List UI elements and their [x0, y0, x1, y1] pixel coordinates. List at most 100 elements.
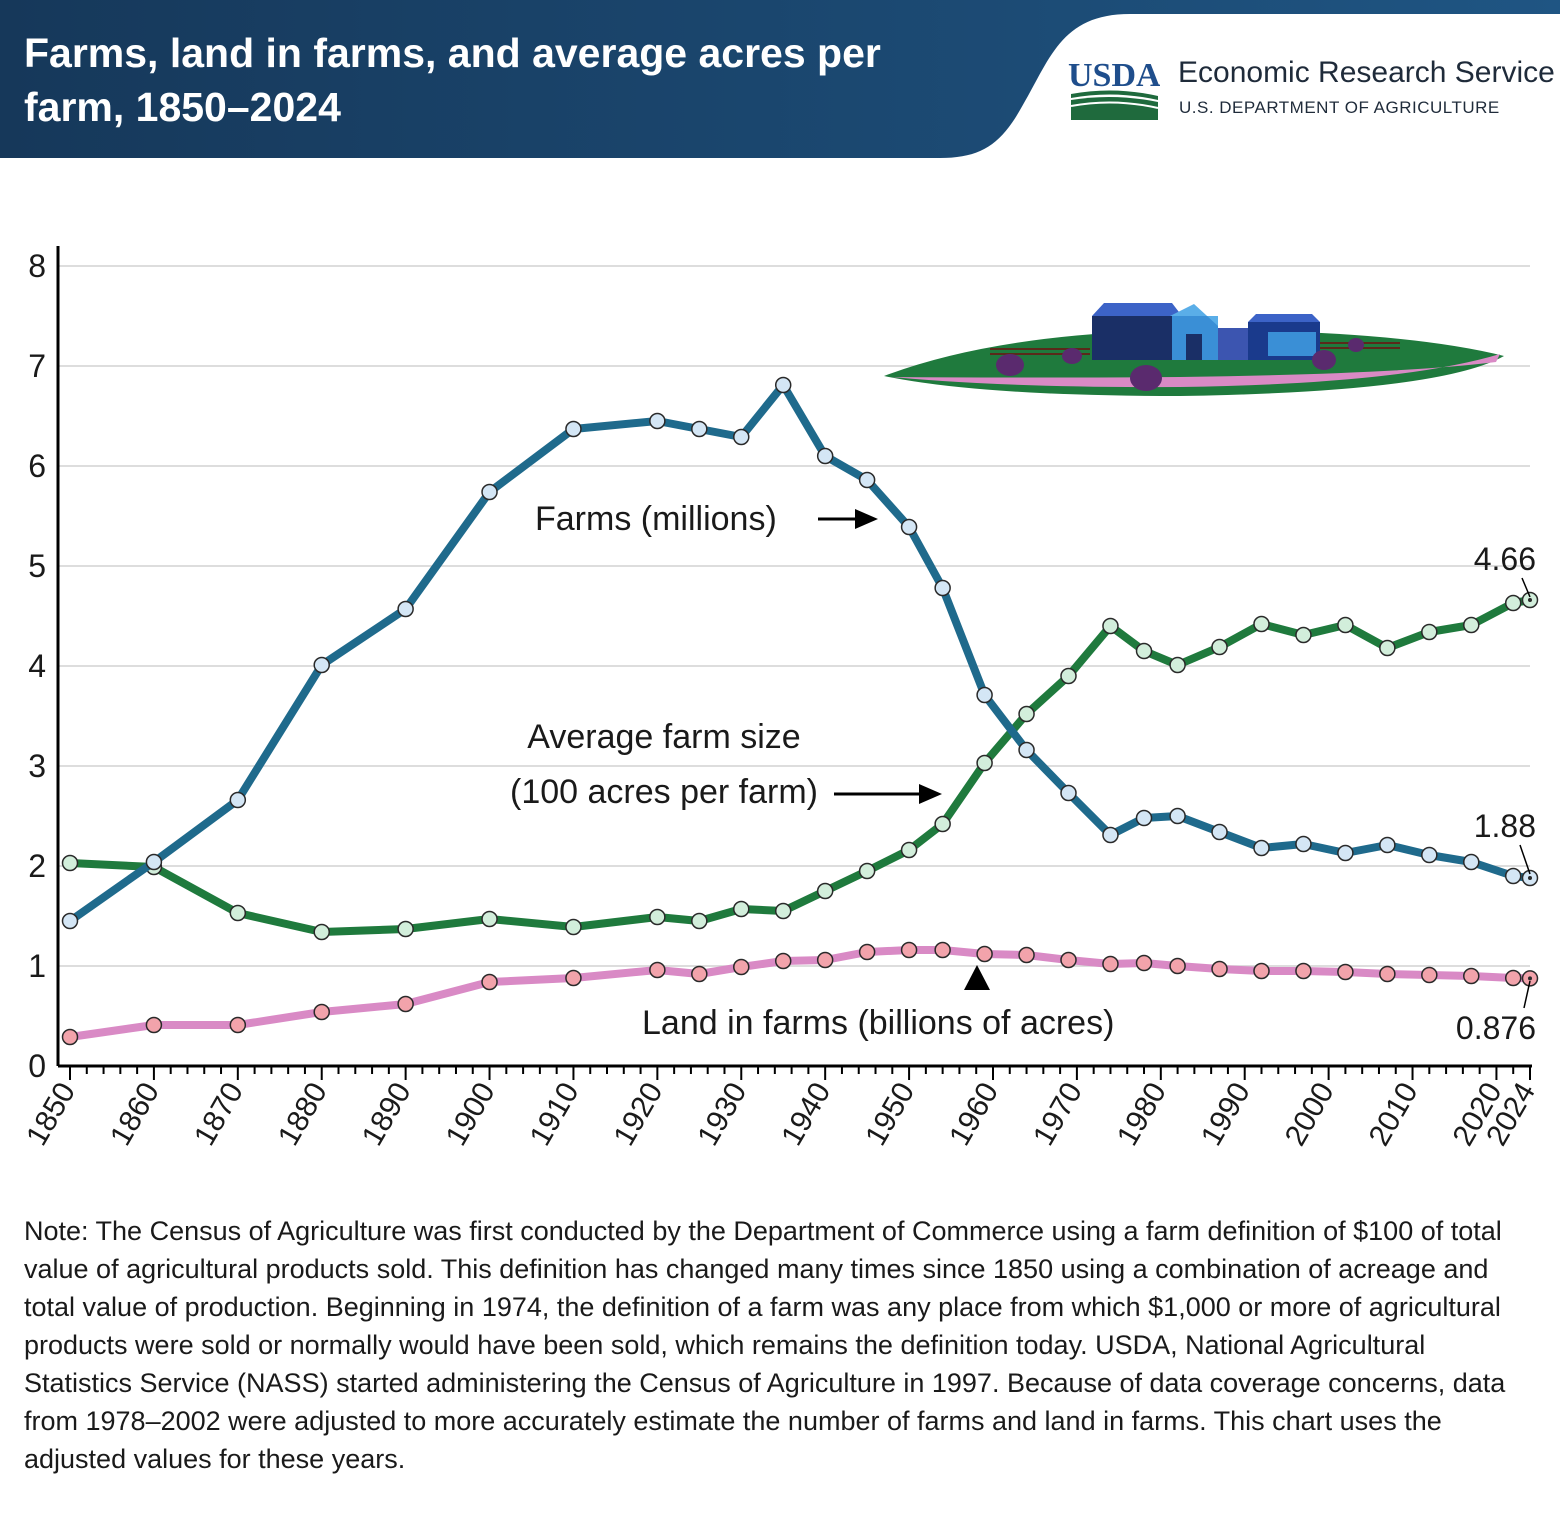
- data-point-land: [61, 1028, 79, 1046]
- data-point-avg-size: [1504, 594, 1522, 612]
- data-point-land: [1504, 969, 1522, 987]
- y-tick-label: 7: [28, 348, 46, 384]
- data-point-farms: [61, 912, 79, 930]
- line-chart: 0 1 2 3 4 5 6 7 8 1850 1860 1870 1880 1890 1900 1910 192…: [20, 246, 1542, 1151]
- data-point-land: [1169, 957, 1186, 975]
- data-point-land: [1337, 963, 1354, 981]
- data-point-avg-size: [691, 912, 708, 930]
- data-point-farms: [900, 518, 918, 536]
- data-point-avg-size: [1102, 617, 1119, 635]
- usda-ers-logo: USDA Economic Research Service U.S. DEPA…: [1068, 56, 1555, 128]
- data-point-land: [649, 961, 666, 979]
- y-tick-label: 5: [28, 548, 46, 584]
- data-point-land: [1102, 955, 1119, 973]
- data-point-land: [1211, 960, 1228, 978]
- data-point-farms: [934, 579, 951, 597]
- data-point-avg-size: [934, 815, 951, 833]
- data-point-avg-size: [313, 923, 330, 941]
- data-point-avg-size: [1379, 639, 1396, 657]
- end-label-farms: 1.88: [1474, 808, 1536, 844]
- data-point-farms: [1018, 741, 1035, 759]
- data-point-farms: [1135, 809, 1153, 827]
- avg-arrow: [834, 784, 942, 804]
- data-point-avg-size: [1135, 642, 1153, 660]
- x-tick-label: 1970: [1027, 1077, 1089, 1151]
- y-tick-label: 1: [28, 948, 46, 984]
- land-series-label: Land in farms (billions of acres): [642, 1004, 1114, 1042]
- data-point-avg-size: [774, 902, 792, 920]
- farms-arrow: [818, 509, 878, 529]
- data-point-farms: [1253, 839, 1270, 857]
- data-point-avg-size: [397, 920, 414, 938]
- data-point-avg-size: [816, 882, 834, 900]
- x-tick-label: 1980: [1111, 1077, 1173, 1151]
- logo-service-name: Economic Research Service: [1178, 56, 1555, 89]
- data-point-farms: [229, 791, 247, 809]
- series-layer: [61, 376, 1539, 1046]
- end-label-avg: 4.66: [1474, 541, 1536, 577]
- data-point-farms: [691, 420, 708, 438]
- data-point-avg-size: [229, 904, 247, 922]
- data-point-farms: [397, 600, 414, 618]
- data-point-farms: [1379, 836, 1396, 854]
- y-tick-label: 8: [28, 248, 46, 284]
- x-tick-label: 1900: [440, 1077, 502, 1151]
- y-tick-label: 2: [28, 848, 46, 884]
- data-point-avg-size: [1337, 616, 1354, 634]
- data-point-farms: [1295, 835, 1312, 853]
- data-point-farms: [1102, 826, 1119, 844]
- endpoint-dot-avg-size: [1528, 598, 1532, 602]
- farms-series-label: Farms (millions): [535, 500, 777, 538]
- data-point-land: [1253, 962, 1270, 980]
- x-tick-label: 1930: [691, 1077, 753, 1151]
- data-point-land: [481, 973, 498, 991]
- end-label-land: 0.876: [1456, 1010, 1536, 1046]
- data-point-avg-size: [481, 910, 498, 928]
- data-point-farms: [976, 686, 993, 704]
- data-point-avg-size: [1463, 616, 1480, 634]
- x-tick-label: 1990: [1195, 1077, 1257, 1151]
- data-point-land: [1295, 962, 1312, 980]
- data-point-avg-size: [976, 754, 993, 772]
- x-tick-label: 2000: [1279, 1077, 1341, 1151]
- data-point-avg-size: [1211, 638, 1228, 656]
- data-point-land: [1421, 966, 1438, 984]
- data-point-land: [1135, 954, 1153, 972]
- data-point-farms: [1504, 867, 1522, 885]
- data-point-land: [1463, 967, 1480, 985]
- y-tick-label: 3: [28, 748, 46, 784]
- y-tick-label: 4: [28, 648, 46, 684]
- data-point-land: [1018, 946, 1035, 964]
- endpoint-dot-farms: [1528, 876, 1532, 880]
- usda-logo-mark: USDA: [1068, 57, 1160, 120]
- data-point-land: [313, 1003, 330, 1021]
- data-point-avg-size: [1295, 626, 1312, 644]
- svg-text:USDA: USDA: [1068, 57, 1160, 94]
- data-point-farms: [1060, 784, 1077, 802]
- data-point-farms: [733, 428, 750, 446]
- data-point-land: [1379, 965, 1396, 983]
- x-tick-label: 1880: [272, 1077, 334, 1151]
- data-point-avg-size: [61, 854, 79, 872]
- data-point-land: [397, 995, 414, 1013]
- x-tick-label: 1870: [188, 1077, 250, 1151]
- annotations: Farms (millions) Average farm size (100 …: [510, 500, 1536, 1046]
- data-point-land: [774, 952, 792, 970]
- chart-title: Farms, land in farms, and average acres …: [24, 30, 881, 130]
- x-tick-label: 2010: [1363, 1077, 1425, 1151]
- x-tick-label: 1860: [104, 1077, 166, 1151]
- data-point-land: [145, 1016, 163, 1034]
- data-point-land: [900, 941, 918, 959]
- data-point-avg-size: [1018, 705, 1035, 723]
- x-tick-label: 1850: [20, 1077, 82, 1151]
- data-point-farms: [774, 376, 792, 394]
- y-tick-label: 6: [28, 448, 46, 484]
- data-point-farms: [1337, 844, 1354, 862]
- hay-bale: [996, 354, 1024, 376]
- header-banner: [0, 0, 1560, 158]
- data-point-farms: [1463, 853, 1480, 871]
- data-point-avg-size: [858, 862, 876, 880]
- data-point-farms: [1169, 807, 1186, 825]
- barn: [1092, 316, 1182, 360]
- avg-series-label-line1: Average farm size: [527, 718, 800, 756]
